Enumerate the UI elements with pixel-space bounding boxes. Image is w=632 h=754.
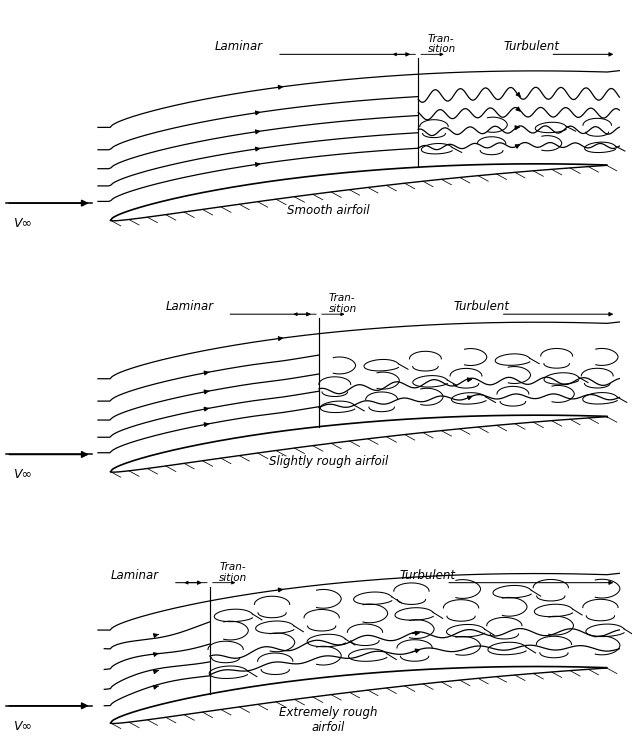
Text: Laminar: Laminar <box>166 300 214 313</box>
Text: Turbulent: Turbulent <box>399 569 455 581</box>
Text: Tran-
sition: Tran- sition <box>219 562 248 583</box>
Text: V∞: V∞ <box>13 217 32 230</box>
Text: V∞: V∞ <box>13 719 32 733</box>
Text: Tran-
sition: Tran- sition <box>428 33 456 54</box>
Text: Turbulent: Turbulent <box>504 40 559 54</box>
Text: Turbulent: Turbulent <box>454 300 510 313</box>
Text: Laminar: Laminar <box>111 569 159 581</box>
Text: Extremely rough
airfoil: Extremely rough airfoil <box>279 706 378 734</box>
Text: Tran-
sition: Tran- sition <box>329 293 356 314</box>
Text: Slightly rough airfoil: Slightly rough airfoil <box>269 455 388 468</box>
Text: Smooth airfoil: Smooth airfoil <box>288 204 370 216</box>
Text: Laminar: Laminar <box>215 40 263 54</box>
Text: V∞: V∞ <box>13 468 32 481</box>
